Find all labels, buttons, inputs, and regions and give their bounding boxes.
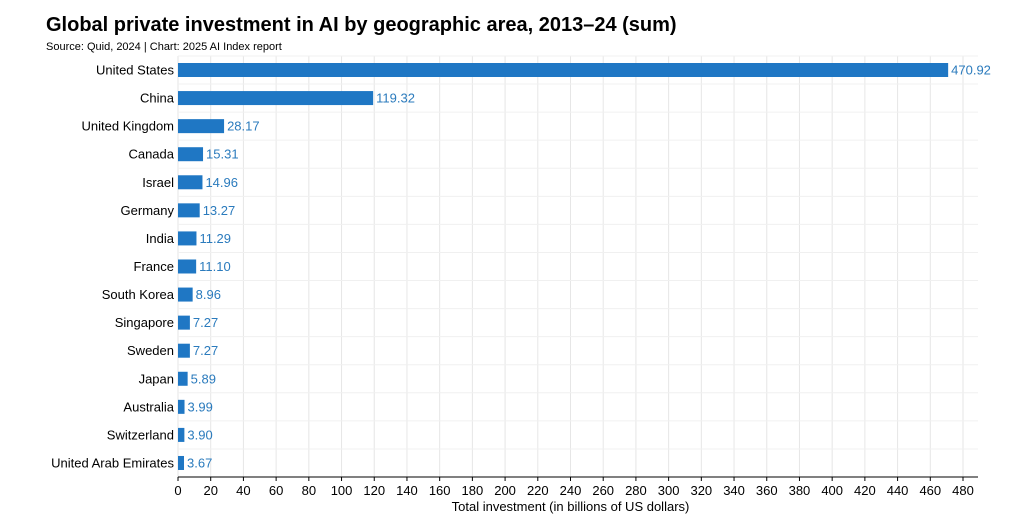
x-tick-label: 220 bbox=[527, 483, 549, 498]
category-label: France bbox=[134, 259, 174, 274]
value-label: 3.67 bbox=[187, 455, 212, 470]
x-tick-label: 180 bbox=[462, 483, 484, 498]
x-tick-label: 320 bbox=[690, 483, 712, 498]
bar-germany bbox=[178, 203, 200, 218]
x-tick-label: 40 bbox=[236, 483, 250, 498]
bar-singapore bbox=[178, 315, 190, 330]
bar-china bbox=[178, 91, 374, 106]
category-label: India bbox=[146, 231, 175, 246]
x-tick-label: 100 bbox=[331, 483, 353, 498]
category-label: United Kingdom bbox=[82, 119, 175, 134]
value-label: 470.92 bbox=[951, 63, 991, 78]
value-label: 119.32 bbox=[376, 91, 415, 106]
x-tick-label: 140 bbox=[396, 483, 418, 498]
x-axis: 0 20 40 60 80 100 120 140 160 180 200 220 240 260 280 3… bbox=[174, 476, 978, 498]
grid-lines bbox=[177, 55, 978, 477]
value-label: 8.96 bbox=[196, 287, 221, 302]
chart-subtitle: Source: Quid, 2024 | Chart: 2025 AI Inde… bbox=[46, 41, 282, 53]
category-label: Japan bbox=[139, 371, 174, 386]
x-tick-label: 400 bbox=[821, 483, 843, 498]
bar-switzerland bbox=[178, 427, 185, 442]
value-label: 15.31 bbox=[206, 147, 239, 162]
bar-israel bbox=[178, 175, 203, 190]
category-label: United States bbox=[96, 63, 175, 78]
value-label: 14.96 bbox=[205, 175, 238, 190]
category-label: Israel bbox=[142, 175, 174, 190]
category-label: South Korea bbox=[102, 287, 175, 302]
x-tick-label: 200 bbox=[494, 483, 516, 498]
value-label: 5.89 bbox=[191, 371, 216, 386]
x-tick-label: 360 bbox=[756, 483, 778, 498]
bar-japan bbox=[178, 371, 188, 386]
x-axis-title: Total investment (in billions of US doll… bbox=[452, 499, 690, 514]
value-label: 11.29 bbox=[199, 231, 231, 246]
x-tick-label: 380 bbox=[789, 483, 811, 498]
x-tick-label: 260 bbox=[592, 483, 614, 498]
value-label: 13.27 bbox=[203, 203, 236, 218]
bar-sweden bbox=[178, 343, 190, 358]
bar-united-arab-emirates bbox=[178, 455, 185, 470]
category-label: China bbox=[140, 91, 175, 106]
value-label: 3.90 bbox=[187, 427, 212, 442]
category-label: United Arab Emirates bbox=[51, 455, 174, 470]
bar-united-kingdom bbox=[178, 119, 225, 134]
bar-canada bbox=[178, 147, 204, 162]
category-label: Australia bbox=[123, 399, 174, 414]
bars: United States 470.92 China 119.32 United Kin… bbox=[51, 63, 991, 471]
value-label: 28.17 bbox=[227, 119, 260, 134]
bar-united-states bbox=[178, 63, 949, 77]
category-label: Sweden bbox=[127, 343, 174, 358]
x-tick-label: 160 bbox=[429, 483, 451, 498]
x-tick-label: 480 bbox=[952, 483, 974, 498]
value-label: 7.27 bbox=[193, 315, 218, 330]
x-tick-label: 0 bbox=[174, 483, 181, 498]
x-tick-label: 60 bbox=[269, 483, 283, 498]
x-tick-label: 420 bbox=[854, 483, 876, 498]
category-label: Canada bbox=[128, 147, 174, 162]
x-tick-label: 120 bbox=[363, 483, 385, 498]
category-label: Singapore bbox=[115, 315, 174, 330]
chart-title: Global private investment in AI by geogr… bbox=[46, 14, 677, 36]
category-label: Germany bbox=[121, 203, 175, 218]
x-tick-label: 440 bbox=[887, 483, 909, 498]
x-tick-label: 300 bbox=[658, 483, 680, 498]
x-tick-label: 20 bbox=[203, 483, 217, 498]
bar-australia bbox=[178, 399, 185, 414]
x-tick-label: 80 bbox=[302, 483, 316, 498]
value-label: 3.99 bbox=[188, 399, 213, 414]
bar-south-korea bbox=[178, 287, 193, 302]
x-tick-label: 460 bbox=[919, 483, 941, 498]
x-tick-label: 280 bbox=[625, 483, 647, 498]
x-tick-label: 240 bbox=[560, 483, 582, 498]
bar-france bbox=[178, 259, 197, 274]
bar-india bbox=[178, 231, 197, 246]
value-label: 11.10 bbox=[199, 259, 231, 274]
category-label: Switzerland bbox=[107, 427, 174, 442]
x-tick-label: 340 bbox=[723, 483, 745, 498]
value-label: 7.27 bbox=[193, 343, 218, 358]
